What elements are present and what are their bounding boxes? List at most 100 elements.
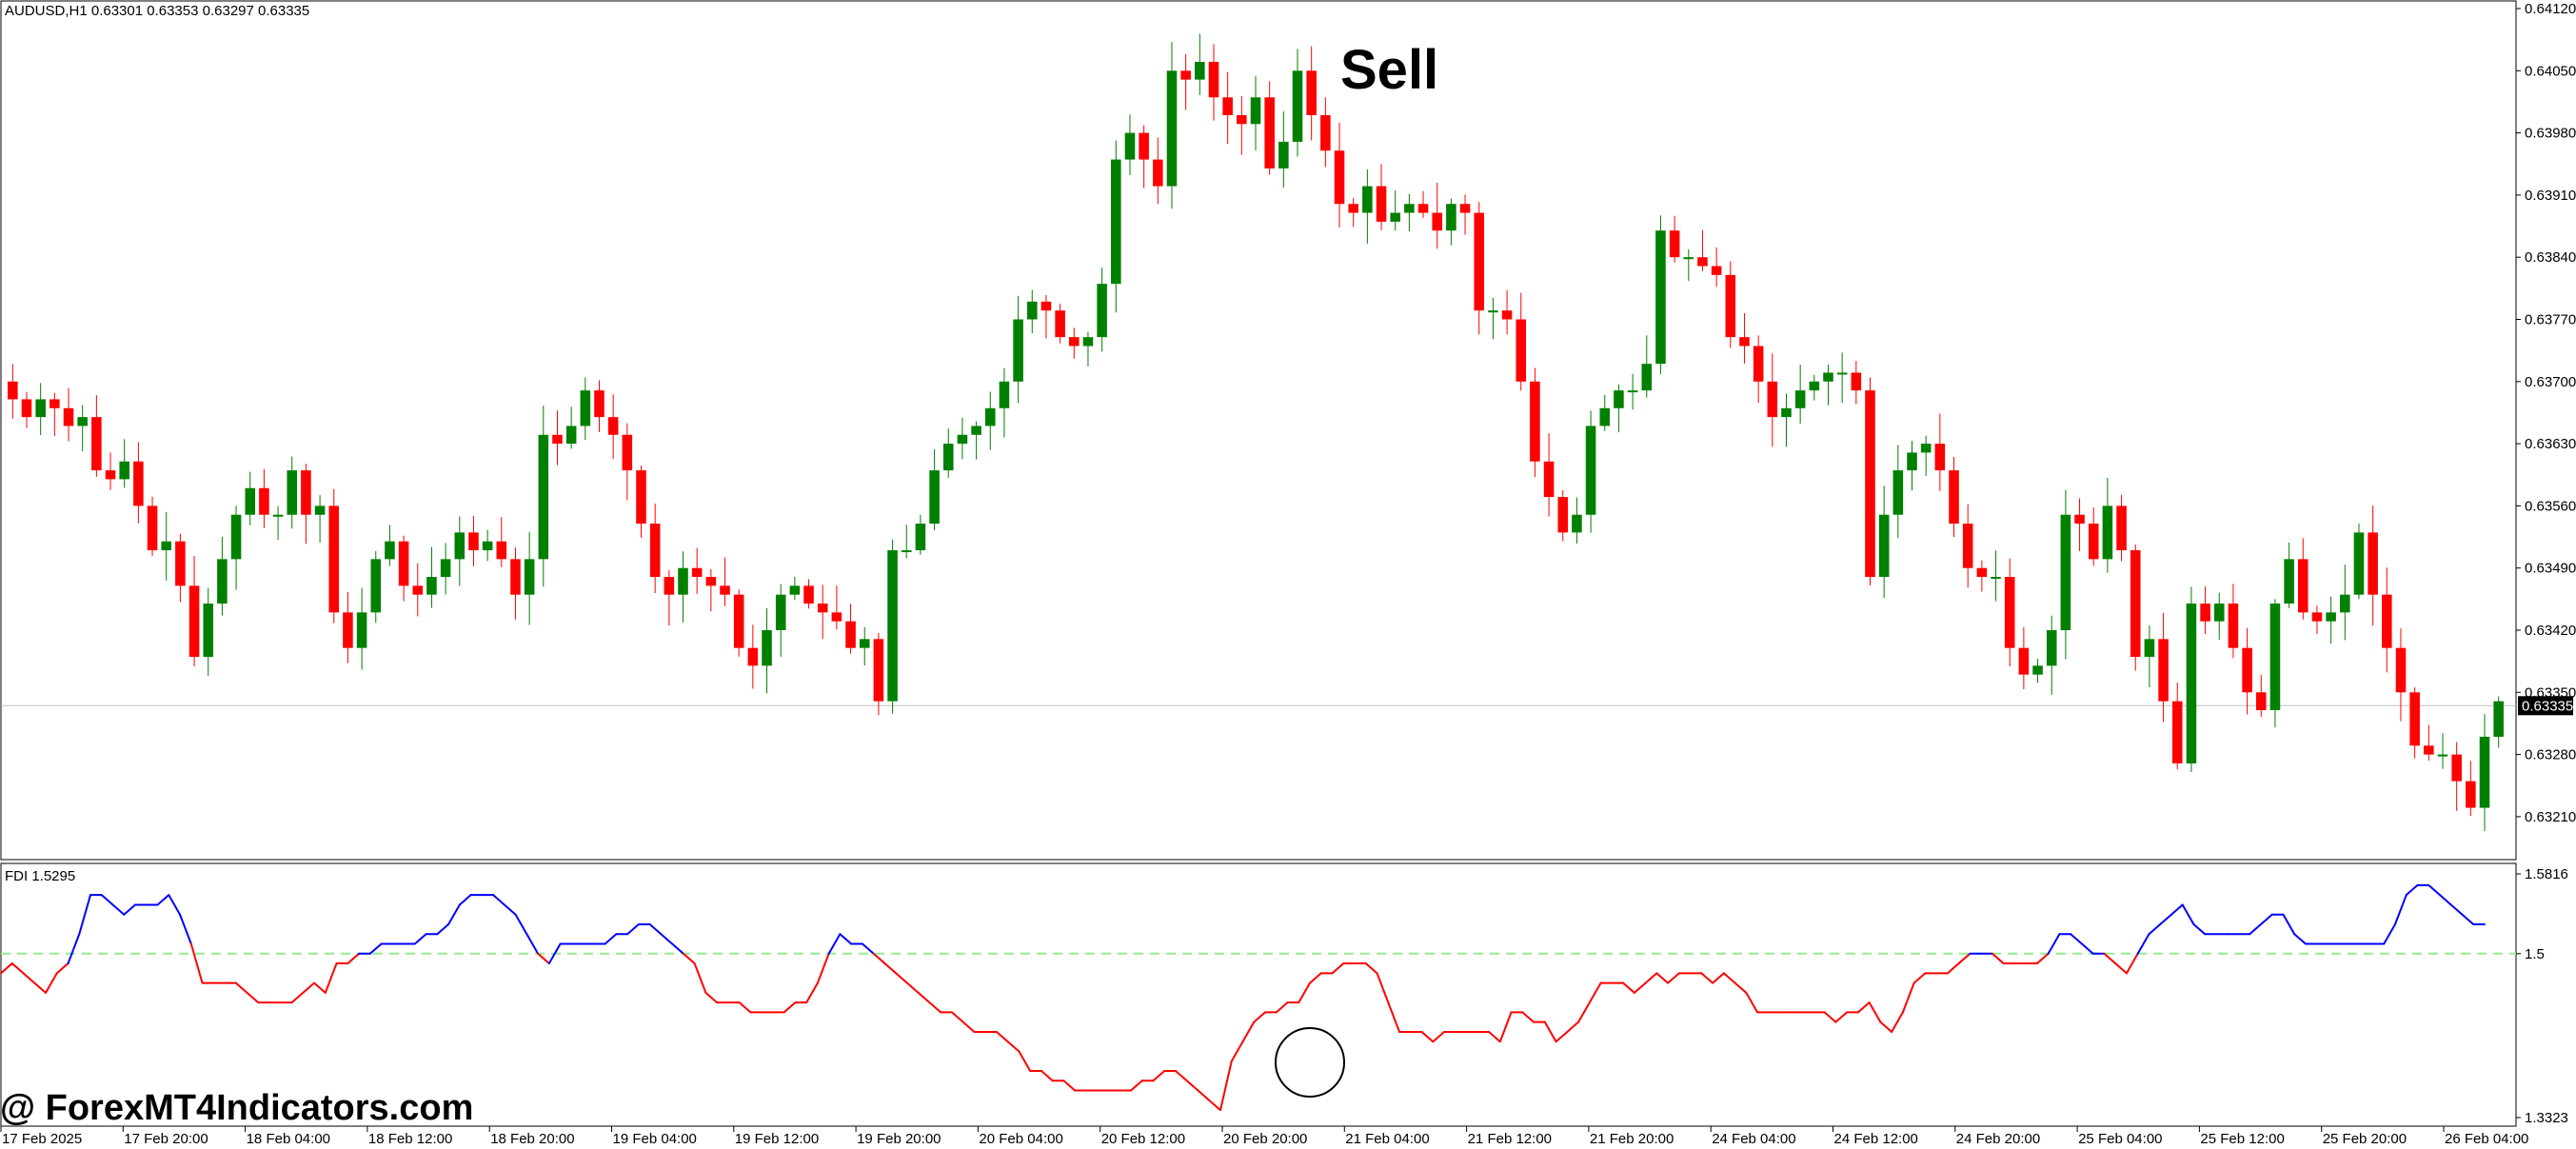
candle-body [385,541,395,560]
candle-body [1697,257,1708,267]
candle-body [1292,70,1303,142]
candle [468,516,479,567]
candle-body [1809,381,1820,391]
fdi-segment [1543,1020,1557,1043]
candle-body [1516,319,1527,382]
candle-body [2004,577,2015,648]
candle-body [538,434,549,560]
price-axis-label: 0.63490 [2525,561,2576,577]
fdi-segment [1946,962,1960,975]
candle-body [370,559,382,613]
candle [1432,183,1442,249]
candle [2060,489,2071,660]
candle [580,377,591,441]
candle-body [1878,514,1890,578]
candle-body [1222,97,1233,115]
candle [1892,445,1904,539]
candle-body [552,434,563,445]
candle-body [1543,461,1555,498]
time-axis-label: 19 Feb 04:00 [613,1131,697,1147]
candle-body [343,612,353,648]
candle-body [2326,612,2336,622]
fdi-segment [1588,981,1602,1004]
fdi-segment [1868,1001,1882,1023]
fdi-segment [78,894,92,936]
candle [1292,49,1303,157]
candle-body [1097,284,1107,338]
candle-body [2116,505,2127,551]
candle [2200,585,2210,634]
candle [1111,140,1121,313]
fdi-segment [1219,1060,1233,1112]
fdi-segment [1152,1070,1166,1082]
candle-body [2493,701,2504,737]
fdi-segment [1275,1001,1289,1014]
candle-body [1501,310,1513,320]
price-axis-label: 0.63420 [2525,623,2576,639]
candle [607,394,619,460]
candle-body [1306,70,1317,115]
candle [1320,97,1331,168]
candle [845,604,856,654]
candle [1851,361,1862,405]
fdi-segment [1521,1011,1536,1023]
time-axis-label: 18 Feb 12:00 [368,1131,452,1147]
candle [1459,194,1471,235]
candle [328,488,340,624]
candle-body [77,417,88,426]
candle [538,406,549,587]
candle [301,464,311,545]
fdi-segment [1700,972,1714,984]
candle-body [482,541,493,551]
fdi-segment [1722,972,1736,984]
candle-body [2479,736,2490,808]
fdi-segment [1823,1011,1837,1023]
price-axis[interactable]: 0.64120 0.64050 0.63980 0.63910 0.63840 0.637… [2516,1,2576,825]
sell-signal-label: Sell [1340,39,1438,101]
candle [133,442,144,524]
candle [957,417,968,460]
candle-body [1585,426,1596,515]
fdi-segment [827,933,842,955]
candle [1878,485,1890,599]
candle [105,452,116,490]
candle [2255,674,2267,718]
candle [1222,71,1233,145]
candle [859,626,870,665]
fdi-segment [547,942,562,965]
fdi-segment [2449,903,2464,916]
candle [1739,312,1750,364]
candle [1627,373,1638,410]
fdi-segment [55,962,69,975]
fdi-segment [1633,981,1647,994]
time-axis-label: 25 Feb 12:00 [2200,1131,2284,1147]
candle [1976,560,1988,592]
candle-body [1892,470,1904,515]
price-pane[interactable]: AUDUSD,H1 0.63301 0.63353 0.63297 0.6333… [0,0,2517,861]
time-axis-label: 24 Feb 12:00 [1834,1131,1918,1147]
candle-body [1627,390,1638,393]
candle [230,505,242,590]
candle [1306,46,1317,141]
fdi-segment [525,933,540,955]
fdi-indicator-pane[interactable]: FDI 1.5295 @ ForexMT4Indicators.com [0,862,2517,1128]
fdi-segment [2438,894,2452,906]
candle-body [328,505,340,613]
candle-body [287,470,298,515]
candle-body [2158,639,2169,702]
candle [161,511,171,581]
candle-body [2200,604,2210,622]
candle [1767,353,1778,447]
candle-body [594,390,604,418]
candle-body [2144,639,2155,657]
candle-body [175,541,186,586]
fdi-segment [1734,981,1748,994]
time-axis[interactable]: 17 Feb 2025 17 Feb 20:00 18 Feb 04:00 18 Fe… [0,1126,2528,1147]
candle [1376,164,1387,230]
fdi-segment [111,903,126,916]
candle-body [2102,505,2113,560]
candle-body [1250,97,1261,125]
time-axis-label: 21 Feb 20:00 [1590,1131,1674,1147]
candle-body [2437,754,2448,757]
